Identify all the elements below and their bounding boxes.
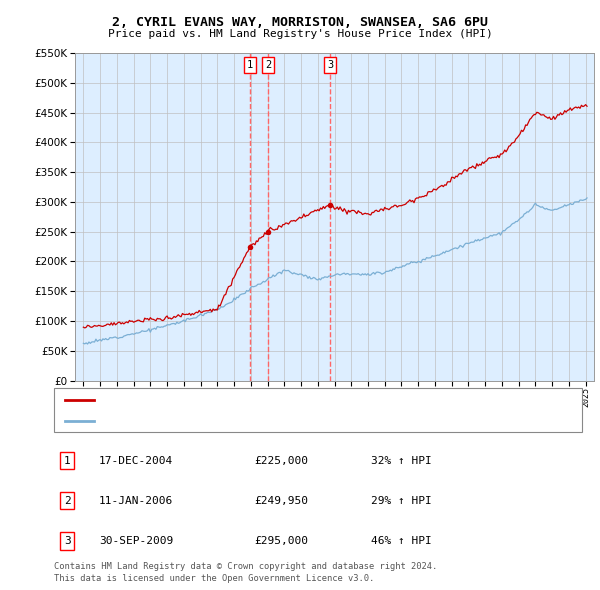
Text: 32% ↑ HPI: 32% ↑ HPI xyxy=(371,456,431,466)
Text: 1: 1 xyxy=(64,456,71,466)
Text: 11-JAN-2006: 11-JAN-2006 xyxy=(99,496,173,506)
Text: Contains HM Land Registry data © Crown copyright and database right 2024.: Contains HM Land Registry data © Crown c… xyxy=(54,562,437,571)
FancyBboxPatch shape xyxy=(54,388,582,432)
Text: 2, CYRIL EVANS WAY, MORRISTON, SWANSEA, SA6 6PU (detached house): 2, CYRIL EVANS WAY, MORRISTON, SWANSEA, … xyxy=(99,395,475,405)
Text: 3: 3 xyxy=(327,60,334,70)
Text: Price paid vs. HM Land Registry's House Price Index (HPI): Price paid vs. HM Land Registry's House … xyxy=(107,29,493,39)
Text: HPI: Average price, detached house, Swansea: HPI: Average price, detached house, Swan… xyxy=(99,416,352,426)
Text: 1: 1 xyxy=(247,60,253,70)
Text: 2, CYRIL EVANS WAY, MORRISTON, SWANSEA, SA6 6PU: 2, CYRIL EVANS WAY, MORRISTON, SWANSEA, … xyxy=(112,16,488,29)
Text: 2: 2 xyxy=(64,496,71,506)
Text: 17-DEC-2004: 17-DEC-2004 xyxy=(99,456,173,466)
Text: £249,950: £249,950 xyxy=(254,496,308,506)
Text: 29% ↑ HPI: 29% ↑ HPI xyxy=(371,496,431,506)
Text: 30-SEP-2009: 30-SEP-2009 xyxy=(99,536,173,546)
Text: 2: 2 xyxy=(265,60,271,70)
Text: This data is licensed under the Open Government Licence v3.0.: This data is licensed under the Open Gov… xyxy=(54,574,374,583)
Text: 3: 3 xyxy=(64,536,71,546)
Text: £295,000: £295,000 xyxy=(254,536,308,546)
Text: 46% ↑ HPI: 46% ↑ HPI xyxy=(371,536,431,546)
Text: £225,000: £225,000 xyxy=(254,456,308,466)
